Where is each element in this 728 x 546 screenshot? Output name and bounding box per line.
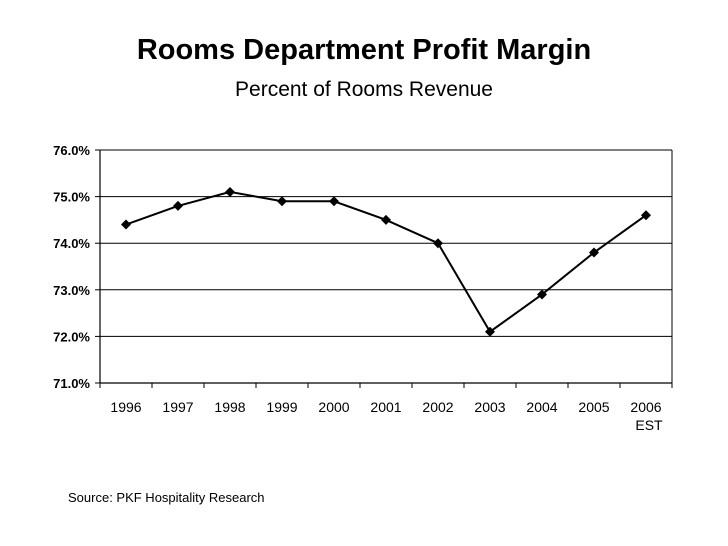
y-tick-label: 74.0% [53, 236, 90, 251]
line-chart: 76.0% 75.0% 74.0% 73.0% 72.0% 71.0% 1996 1997 19… [53, 143, 673, 433]
x-tick-label: 2000 [318, 399, 349, 415]
data-point-marker [121, 219, 131, 230]
y-tick-label: 72.0% [53, 329, 90, 344]
data-point-marker [225, 186, 235, 197]
x-tick-label: 1999 [266, 399, 297, 415]
y-tick-label: 75.0% [53, 190, 90, 205]
data-point-marker [641, 210, 651, 221]
data-point-marker [537, 289, 547, 300]
x-tick-label: 2001 [370, 399, 401, 415]
data-point-marker [433, 238, 443, 249]
x-tick-label: 2006 [630, 399, 661, 415]
x-tick-sublabel: EST [635, 417, 663, 433]
y-tick-label: 76.0% [53, 143, 90, 158]
data-point-marker [485, 326, 495, 337]
x-tick-label: 1997 [162, 399, 193, 415]
y-tick-label: 73.0% [53, 283, 90, 298]
data-point-marker [329, 196, 339, 207]
x-tick-label: 1998 [214, 399, 245, 415]
chart-title: Rooms Department Profit Margin [136, 34, 592, 66]
y-tick-label: 71.0% [53, 376, 90, 391]
data-point-marker [277, 196, 287, 207]
x-tick-label: 2004 [526, 399, 557, 415]
x-tick-label: 2002 [422, 399, 453, 415]
series-line [125, 190, 647, 334]
data-point-marker [173, 200, 183, 211]
source-note: Source: PKF Hospitality Research [68, 490, 265, 505]
x-tick-label: 2005 [578, 399, 609, 415]
data-point-marker [381, 214, 391, 225]
x-tick-label: 1996 [110, 399, 141, 415]
x-tick-label: 2003 [474, 399, 505, 415]
chart-subtitle: Percent of Rooms Revenue [235, 78, 493, 101]
data-point-marker [589, 247, 599, 258]
